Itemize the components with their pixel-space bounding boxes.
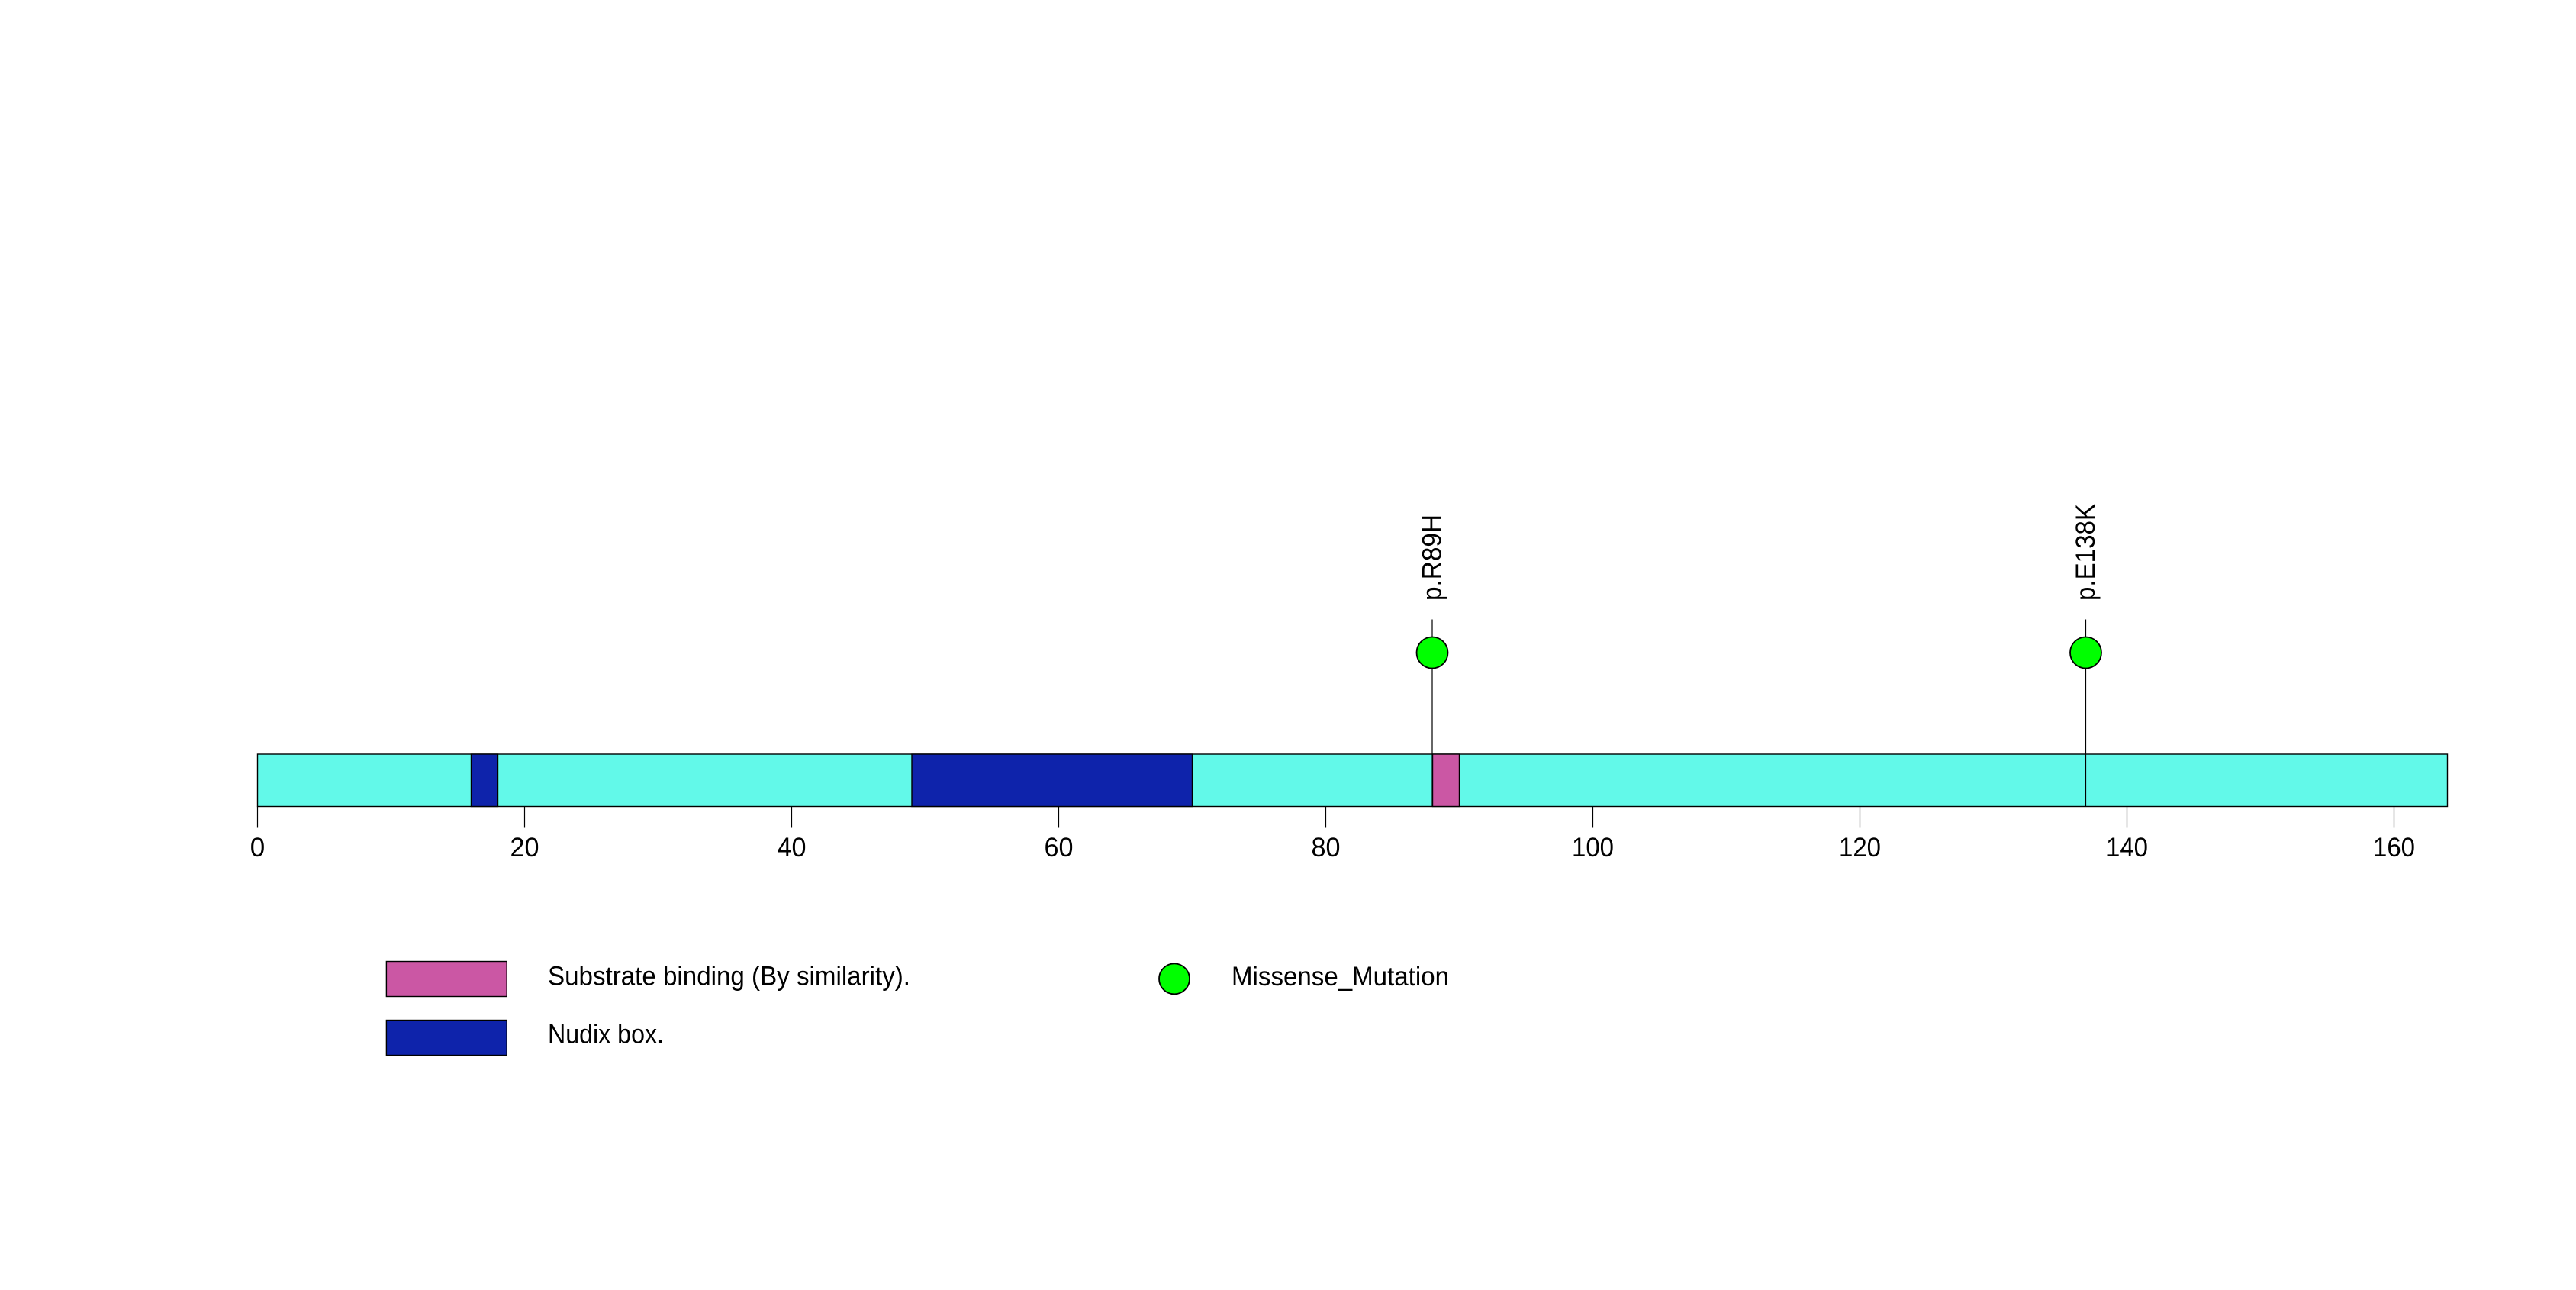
svg-text:160: 160 xyxy=(2373,833,2415,863)
svg-text:140: 140 xyxy=(2106,833,2148,863)
svg-text:p.E138K: p.E138K xyxy=(2071,504,2101,601)
svg-text:Nudix box.: Nudix box. xyxy=(548,1020,664,1050)
svg-text:20: 20 xyxy=(510,833,539,863)
svg-text:40: 40 xyxy=(778,833,807,863)
svg-text:0: 0 xyxy=(250,833,265,863)
svg-text:100: 100 xyxy=(1572,833,1614,863)
svg-text:Missense_Mutation: Missense_Mutation xyxy=(1232,962,1449,992)
svg-text:80: 80 xyxy=(1312,833,1341,863)
svg-text:60: 60 xyxy=(1045,833,1074,863)
svg-text:Substrate binding (By similari: Substrate binding (By similarity). xyxy=(548,962,910,992)
svg-text:p.R89H: p.R89H xyxy=(1418,514,1447,601)
svg-text:120: 120 xyxy=(1839,833,1881,863)
